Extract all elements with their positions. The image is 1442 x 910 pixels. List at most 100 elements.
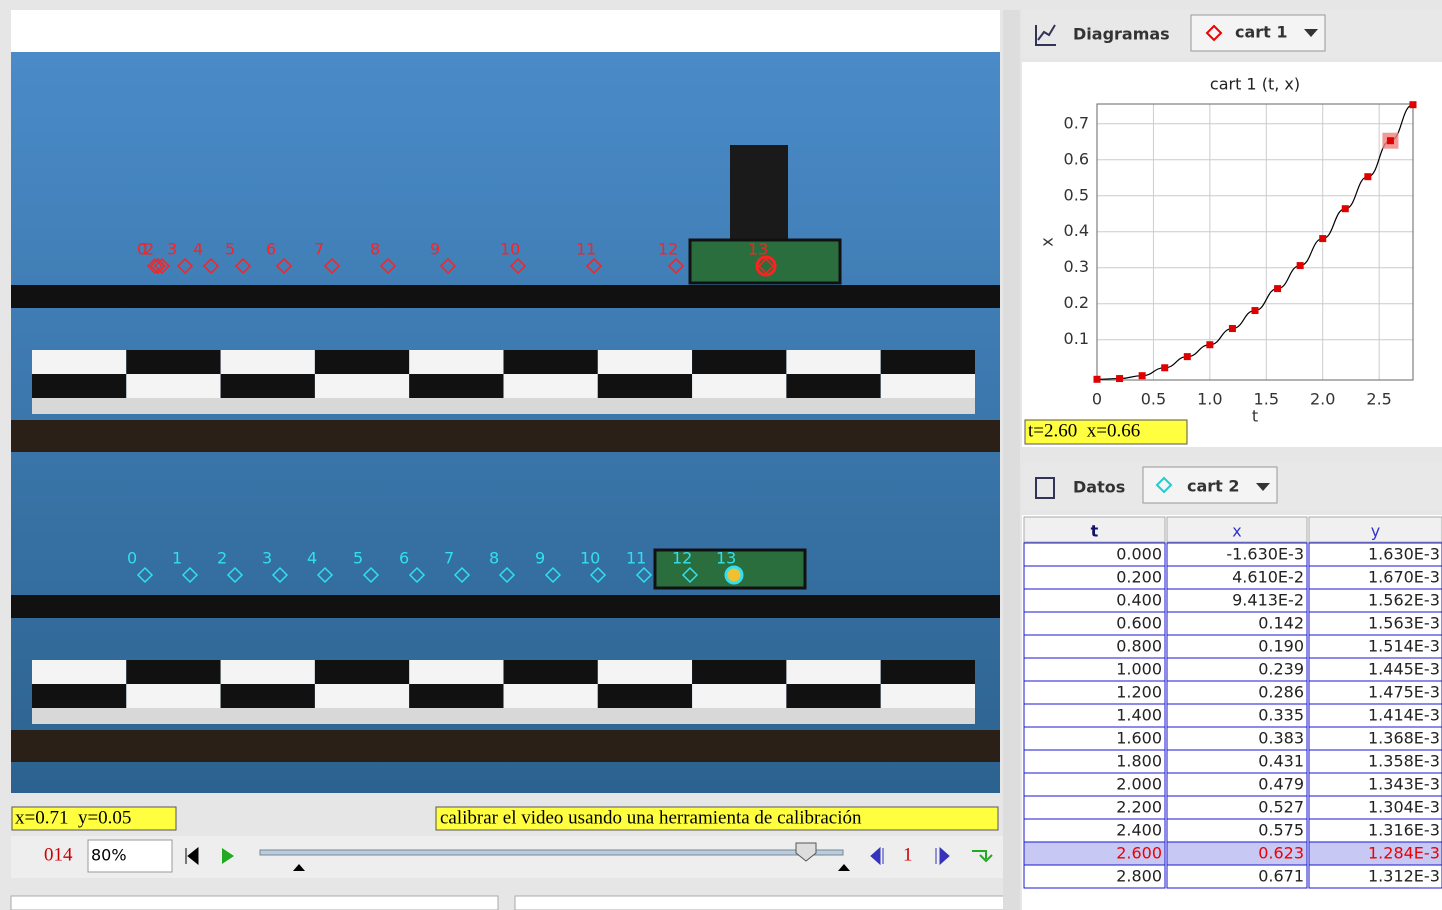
ruler-top xyxy=(126,660,221,684)
track-marker xyxy=(453,566,471,584)
track-marker xyxy=(234,257,252,275)
track-select[interactable] xyxy=(1142,466,1278,504)
dropdown-arrow[interactable] xyxy=(1256,483,1270,491)
data-point xyxy=(1364,173,1372,181)
column-title: y xyxy=(1371,522,1380,541)
ruler-top xyxy=(126,350,221,374)
track-marker xyxy=(362,566,380,584)
cell-text: 0.527 xyxy=(1258,798,1304,817)
ruler-bottom xyxy=(597,684,693,708)
marker-label: 8 xyxy=(489,549,499,568)
zoom-field[interactable] xyxy=(87,839,173,873)
track-marker xyxy=(271,566,289,584)
track-marker xyxy=(176,257,194,275)
x-tick-label: 1.5 xyxy=(1254,390,1279,409)
loop-button[interactable] xyxy=(972,850,993,863)
cell-text: 0.286 xyxy=(1258,683,1304,702)
ruler-top xyxy=(220,660,315,684)
track-marker xyxy=(667,257,685,275)
ruler-top xyxy=(597,660,693,684)
track-marker xyxy=(202,257,220,275)
y-tick-label: 0.5 xyxy=(1064,185,1089,204)
marker-label: 13 xyxy=(716,549,736,568)
cell xyxy=(1166,864,1308,889)
cell-text: 1.400 xyxy=(1116,706,1162,725)
cell-text: 0.190 xyxy=(1258,637,1304,656)
cell-text: 0.335 xyxy=(1258,706,1304,725)
plot-tab: Diagramas xyxy=(1073,25,1170,44)
cell-text: 1.368E-3 xyxy=(1368,729,1440,748)
cell-text: 0.479 xyxy=(1258,775,1304,794)
slider[interactable] xyxy=(259,849,844,856)
marker-label: 10 xyxy=(500,240,520,259)
slider-thumb[interactable] xyxy=(795,842,817,862)
data-point xyxy=(1161,364,1169,372)
ruler-top xyxy=(314,350,410,374)
track xyxy=(11,285,1000,308)
column-header xyxy=(1023,516,1166,543)
track-marker xyxy=(509,257,527,275)
y-tick-label: 0.4 xyxy=(1064,221,1089,240)
frame-number: 014 xyxy=(44,844,73,865)
track-marker xyxy=(136,566,154,584)
ruler-top xyxy=(503,660,598,684)
ruler-top xyxy=(409,350,504,374)
cell xyxy=(1308,864,1442,889)
hint: calibrar el video usando una herramienta… xyxy=(440,807,862,828)
data-point xyxy=(1296,262,1304,270)
coords-box xyxy=(11,806,177,831)
marker-label: 4 xyxy=(307,549,317,568)
play-button[interactable] xyxy=(222,848,234,864)
current-marker xyxy=(755,255,777,277)
divider[interactable] xyxy=(1003,10,1020,910)
data-point xyxy=(1409,101,1417,109)
ruler-bottom xyxy=(503,374,598,398)
ruler-bottom xyxy=(786,684,881,708)
ruler-top xyxy=(692,350,787,374)
ruler-bottom xyxy=(880,374,975,398)
toolbar xyxy=(11,836,1003,878)
cell-text: 1.316E-3 xyxy=(1368,821,1440,840)
track-marker xyxy=(316,566,334,584)
marker-label: 13 xyxy=(748,240,768,259)
track-marker xyxy=(498,566,516,584)
cell-text: 1.200 xyxy=(1116,683,1162,702)
step-back[interactable] xyxy=(870,846,884,866)
ruler-top xyxy=(597,350,693,374)
step-forward[interactable] xyxy=(935,846,950,866)
cell-text: 1.514E-3 xyxy=(1368,637,1440,656)
track-marker xyxy=(323,257,341,275)
cell-text: 1.358E-3 xyxy=(1368,752,1440,771)
cell-text: 1.630E-3 xyxy=(1368,545,1440,564)
track-marker xyxy=(149,257,167,275)
ruler-top xyxy=(880,350,975,374)
track-marker xyxy=(408,566,426,584)
track-marker xyxy=(681,566,699,584)
readout: t=2.60 x=0.66 xyxy=(1028,420,1140,441)
dropdown-arrow[interactable] xyxy=(1304,29,1318,37)
data-point xyxy=(1274,285,1282,293)
ruler-bottom xyxy=(126,684,221,708)
data-point xyxy=(1386,137,1394,145)
track-marker xyxy=(153,257,171,275)
cell-text: 0.800 xyxy=(1116,637,1162,656)
column-title: x xyxy=(1232,522,1241,541)
track-marker xyxy=(439,257,457,275)
cell-text: 0.400 xyxy=(1116,591,1162,610)
ruler-bottom xyxy=(692,374,787,398)
column-header xyxy=(1166,516,1308,543)
track xyxy=(11,595,1000,618)
current-marker xyxy=(724,565,744,585)
rewind-button[interactable] xyxy=(185,846,199,866)
marker-label: 3 xyxy=(167,240,177,259)
plot-frame xyxy=(1096,103,1414,381)
track-select[interactable] xyxy=(1190,14,1326,52)
ruler-top xyxy=(880,660,975,684)
ruler-base xyxy=(32,708,975,724)
marker-label: 7 xyxy=(314,240,324,259)
data-point xyxy=(1093,375,1101,383)
table-tab: Datos xyxy=(1073,478,1125,497)
ruler-top xyxy=(220,350,315,374)
video-top xyxy=(11,10,1000,52)
